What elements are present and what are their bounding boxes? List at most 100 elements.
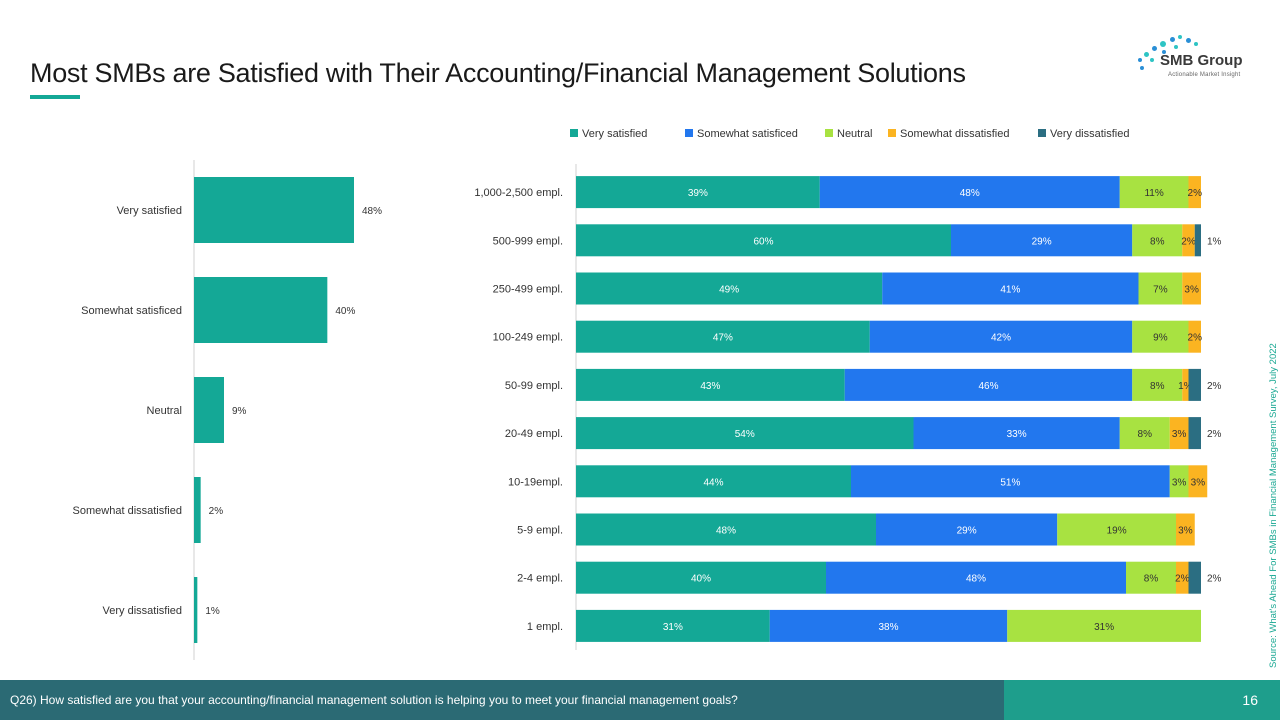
data-label: 8%	[1150, 236, 1165, 247]
bar-segment	[1176, 561, 1189, 594]
bar-segment	[819, 176, 1120, 209]
bar-segment	[1188, 368, 1201, 401]
bar-segment	[1126, 561, 1176, 594]
data-label: 41%	[1000, 285, 1020, 296]
category-label: 10-19empl.	[508, 476, 563, 488]
data-label: 2%	[1188, 188, 1203, 199]
data-label: 8%	[1150, 381, 1165, 392]
data-label: 2%	[1175, 574, 1190, 585]
bar-segment	[1182, 224, 1195, 257]
bar-segment	[1132, 224, 1183, 257]
bar-segment	[1007, 609, 1201, 642]
data-label: 11%	[1144, 188, 1163, 199]
logo-dot	[1138, 58, 1142, 62]
logo-dot	[1160, 41, 1166, 47]
data-label: 40%	[691, 574, 711, 585]
title-underline	[30, 95, 80, 99]
footer-page-block: 16	[1004, 680, 1280, 720]
category-label: 500-999 empl.	[493, 235, 563, 247]
bar-segment	[876, 513, 1058, 546]
bar-segment	[851, 465, 1170, 498]
footer: Q26) How satisfied are you that your acc…	[0, 680, 1280, 720]
smb-group-logo	[1132, 32, 1252, 82]
bar-segment	[1182, 272, 1201, 305]
category-label: Very dissatisfied	[103, 605, 182, 617]
data-label: 43%	[700, 381, 720, 392]
bar-segment	[882, 272, 1139, 305]
bar-segment	[1194, 224, 1201, 257]
page-title: Most SMBs are Satisfied with Their Accou…	[30, 58, 966, 88]
overall-satisfaction-chart: Very satisfied 48% Somewhat satisficed 40% N…	[73, 160, 382, 660]
logo-dot	[1162, 50, 1166, 54]
legend-swatch	[685, 129, 693, 137]
data-label: 31%	[663, 622, 683, 633]
bar-segment	[576, 561, 826, 594]
logo-name: SMB Group	[1160, 52, 1243, 69]
logo-dot	[1140, 66, 1144, 70]
bar	[194, 577, 198, 643]
bar-segment	[951, 224, 1133, 257]
source-note: Source: What's Ahead For SMBs in Financi…	[1268, 343, 1279, 668]
data-label: 7%	[1153, 285, 1168, 296]
legend-label: Very dissatisfied	[1050, 128, 1129, 140]
data-label: 48%	[716, 526, 736, 537]
category-label: 250-499 empl.	[493, 284, 563, 296]
category-label: 2-4 empl.	[517, 573, 563, 585]
bar-segment	[1057, 513, 1176, 546]
bar-segment	[913, 417, 1120, 450]
bar-segment	[1138, 272, 1183, 305]
bar-segment	[576, 513, 876, 546]
data-label: 2%	[1207, 429, 1222, 440]
data-label: 48%	[362, 206, 382, 217]
bar-segment	[576, 272, 883, 305]
data-label: 8%	[1144, 574, 1159, 585]
data-label: 54%	[735, 429, 755, 440]
bar-segment	[1182, 368, 1189, 401]
legend-label: Somewhat dissatisfied	[900, 128, 1009, 140]
bar-segment	[576, 465, 851, 498]
bar-segment	[576, 176, 820, 209]
bar-segment	[576, 320, 870, 353]
bar-segment	[1169, 465, 1189, 498]
data-label: 1%	[1207, 236, 1222, 247]
data-label: 51%	[1000, 477, 1020, 488]
data-label: 3%	[1178, 526, 1193, 537]
logo-dot	[1174, 45, 1178, 49]
data-label: 2%	[1181, 236, 1196, 247]
data-label: 48%	[960, 188, 980, 199]
category-label: Somewhat satisficed	[81, 305, 182, 317]
logo-dot	[1194, 42, 1198, 46]
category-label: Very satisfied	[117, 205, 182, 217]
data-label: 1%	[1178, 381, 1193, 392]
data-label: 3%	[1172, 429, 1187, 440]
data-label: 31%	[1094, 622, 1114, 633]
data-label: 48%	[966, 574, 986, 585]
bar-segment	[576, 609, 770, 642]
bar-segment	[1176, 513, 1195, 546]
category-label: 20-49 empl.	[505, 428, 563, 440]
category-label: 50-99 empl.	[505, 380, 563, 392]
bar-segment	[576, 368, 845, 401]
bar-segment	[576, 224, 951, 257]
category-label: 1,000-2,500 empl.	[474, 187, 563, 199]
category-label: 1 empl.	[527, 621, 563, 633]
bar	[194, 177, 354, 243]
data-label: 3%	[1184, 285, 1199, 296]
bar	[194, 377, 224, 443]
legend-swatch	[825, 129, 833, 137]
data-label: 2%	[1188, 333, 1203, 344]
legend-swatch	[888, 129, 896, 137]
bar-segment	[869, 320, 1133, 353]
legend-label: Very satisfied	[582, 128, 647, 140]
data-label: 9%	[232, 406, 247, 417]
data-label: 47%	[713, 333, 733, 344]
category-label: 100-249 empl.	[493, 332, 563, 344]
legend-label: Neutral	[837, 128, 872, 140]
category-label: Somewhat dissatisfied	[73, 505, 182, 517]
bar-segment	[1188, 176, 1201, 209]
data-label: 29%	[957, 526, 977, 537]
legend-swatch	[1038, 129, 1046, 137]
data-label: 60%	[753, 236, 773, 247]
logo-dot	[1178, 35, 1182, 39]
bar-segment	[826, 561, 1126, 594]
